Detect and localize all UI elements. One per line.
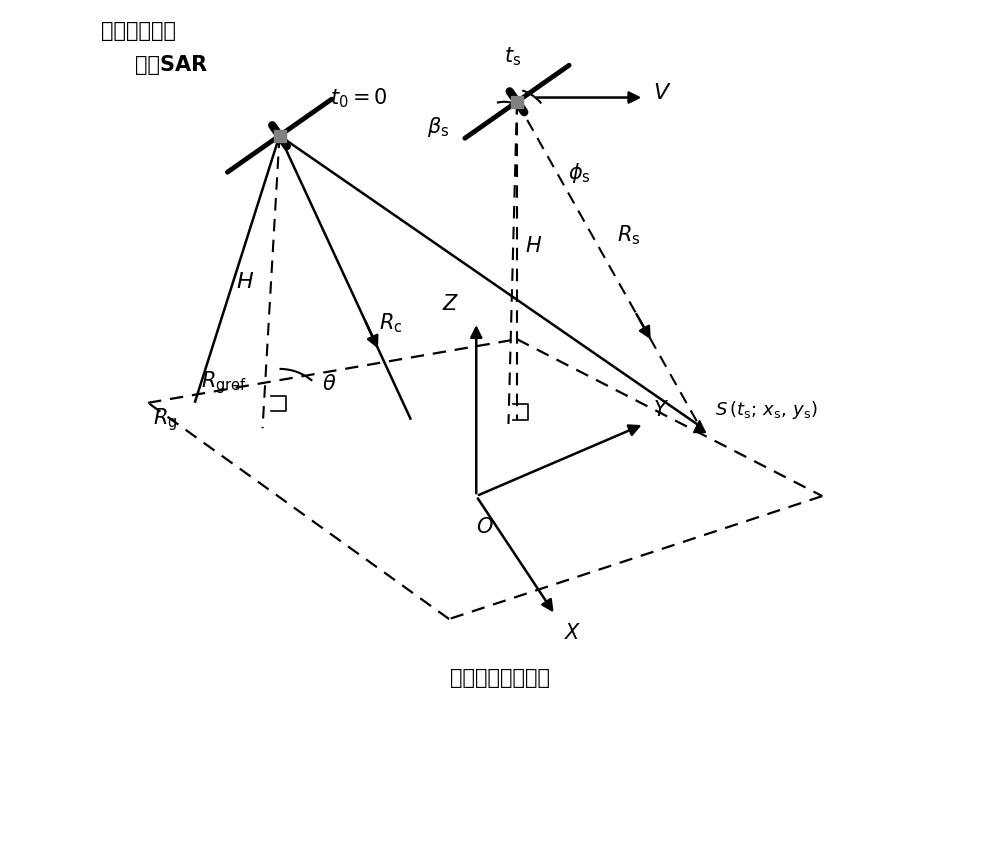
Text: $Y$: $Y$ bbox=[653, 399, 669, 420]
Text: 地表波束覆盖区域: 地表波束覆盖区域 bbox=[450, 668, 550, 689]
Text: $\beta_\mathrm{s}$: $\beta_\mathrm{s}$ bbox=[427, 115, 449, 139]
Text: $H$: $H$ bbox=[525, 236, 543, 256]
Text: $R_\mathrm{c}$: $R_\mathrm{c}$ bbox=[379, 312, 403, 335]
Text: $Z$: $Z$ bbox=[442, 293, 459, 314]
Text: $X$: $X$ bbox=[564, 623, 581, 644]
Text: $R_\mathrm{g}$: $R_\mathrm{g}$ bbox=[153, 406, 178, 433]
Text: $t_0=0$: $t_0=0$ bbox=[330, 86, 388, 110]
Text: $t_\mathrm{s}$: $t_\mathrm{s}$ bbox=[504, 45, 521, 68]
Text: $V$: $V$ bbox=[653, 83, 671, 103]
Text: $R_\mathrm{s}$: $R_\mathrm{s}$ bbox=[617, 223, 640, 247]
Text: $R_\mathrm{gref}$: $R_\mathrm{gref}$ bbox=[201, 369, 248, 396]
Text: $O$: $O$ bbox=[476, 517, 494, 538]
Text: $\theta$: $\theta$ bbox=[322, 374, 336, 394]
Text: $S\,(t_\mathrm{s};\,x_\mathrm{s},\,y_\mathrm{s})$: $S\,(t_\mathrm{s};\,x_\mathrm{s},\,y_\ma… bbox=[715, 399, 818, 421]
Text: $H$: $H$ bbox=[236, 272, 254, 292]
Text: 星载地理参考: 星载地理参考 bbox=[101, 21, 176, 42]
Text: 条带SAR: 条带SAR bbox=[135, 55, 207, 75]
Text: $\phi_\mathrm{s}$: $\phi_\mathrm{s}$ bbox=[568, 161, 591, 185]
